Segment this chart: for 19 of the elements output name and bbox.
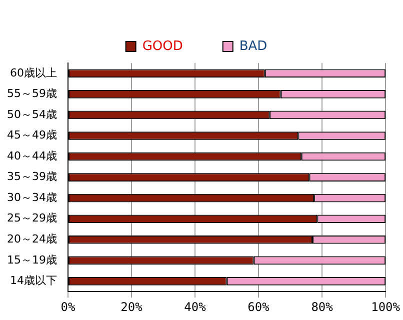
legend-label: BAD bbox=[239, 38, 268, 54]
y-tick-label: 60歳以上 bbox=[10, 66, 57, 80]
x-tick-label: 0% bbox=[60, 300, 76, 314]
y-tick-label: 55～59歳 bbox=[6, 87, 57, 100]
y-tick-label: 40～44歳 bbox=[6, 149, 57, 162]
y-tick-label: 30～34歳 bbox=[6, 190, 57, 204]
y-tick-label: 14歳以下 bbox=[10, 274, 57, 288]
x-tick-label: 80% bbox=[311, 300, 334, 314]
x-tick-label: 100% bbox=[371, 300, 401, 314]
x-tick-label: 60% bbox=[248, 300, 270, 314]
y-tick-label: 25～29歳 bbox=[6, 212, 57, 225]
y-tick-label: 45～49歳 bbox=[6, 128, 57, 142]
y-tick-label: 20～24歳 bbox=[6, 232, 57, 246]
y-tick-label: 35～39歳 bbox=[6, 170, 57, 184]
y-tick-label: 15～19歳 bbox=[6, 253, 57, 266]
legend-label: GOOD bbox=[142, 38, 183, 54]
y-tick-label: 50～54歳 bbox=[6, 108, 57, 121]
x-tick-label: 40% bbox=[184, 300, 207, 314]
x-tick-label: 20% bbox=[120, 300, 144, 314]
